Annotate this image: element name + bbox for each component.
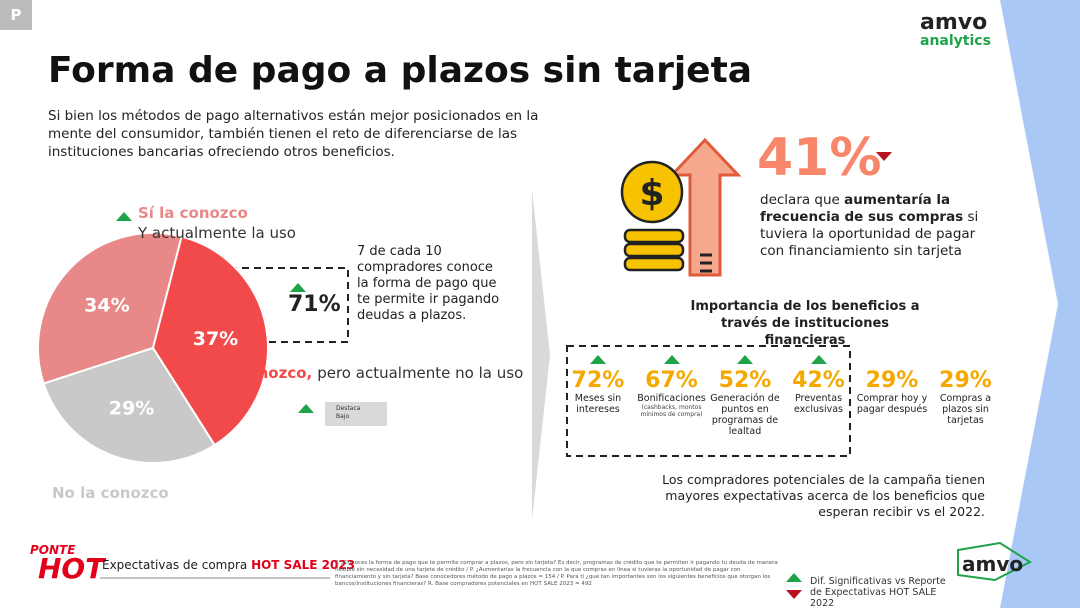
brand: HOT — [38, 552, 105, 585]
intro: Si bien los métodos de pago alternativos… — [48, 108, 539, 160]
category-label: Sí la conozco, pero actualmente no la uso — [197, 364, 524, 382]
up-marker — [737, 355, 753, 364]
benefit: 29% Compras a plazos sin tarjetas — [928, 355, 1004, 426]
benefit-value: 72% — [571, 368, 625, 393]
badge: P — [0, 0, 32, 30]
benefit: 52% Generación de puntos en programas de … — [707, 355, 783, 437]
benefits-title: Importancia de los beneficios a través d… — [690, 299, 920, 348]
legend-text: Bajo — [336, 413, 350, 420]
benefit-label: Preventas exclusivas — [794, 393, 843, 415]
benefit-value: 52% — [718, 368, 772, 393]
legend: Dif. Significativas vs Reporte de Expect… — [810, 576, 946, 608]
up-marker — [290, 283, 306, 292]
legend-box: Destaca Bajo — [336, 405, 360, 421]
benefit-label: Compras a plazos sin tarjetas — [939, 393, 992, 426]
benefit: 67% Bonificaciones (cashbacks, montos míni… — [634, 355, 710, 418]
footnote: P. ¿Conoces la forma de pago que te perm… — [335, 560, 778, 587]
slice-label: 29% — [109, 398, 154, 420]
up-marker — [298, 404, 314, 413]
category-text: Y actualmente la uso — [137, 224, 296, 242]
up-marker — [116, 212, 132, 221]
category-text: pero actualmente no la uso — [317, 364, 523, 382]
stat-text: declara que aumentaría la frecuencia de … — [760, 192, 990, 260]
svg-text:$: $ — [639, 173, 664, 214]
spacer — [928, 355, 1004, 368]
pie-chart: 34% 37% 29% Sí la conozco Y actualmente la u… — [37, 204, 524, 502]
benefit-value: 42% — [792, 368, 845, 393]
category-strong: No la conozco — [52, 484, 169, 502]
spacer — [854, 355, 930, 368]
benefit: 72% Meses sin intereses — [560, 355, 636, 415]
slice-label: 34% — [84, 295, 129, 317]
highlight-text: 7 de cada 10 compradores conoce la forma… — [357, 244, 500, 323]
conclusion: Los compradores potenciales de la campañ… — [662, 472, 985, 519]
benefit-label: Comprar hoy y pagar después — [856, 393, 928, 415]
benefit-value: 29% — [865, 368, 919, 393]
category-strong: Sí la conozco — [138, 204, 248, 222]
text: Expectativas de compra — [102, 558, 252, 572]
slice-label: 37% — [193, 328, 238, 350]
benefit: 29% Comprar hoy y pagar después — [854, 355, 930, 415]
up-marker — [663, 355, 680, 364]
benefit-label: Meses sin intereses — [574, 393, 622, 415]
up-marker — [810, 355, 827, 364]
stat-value: 41% — [757, 128, 882, 188]
text-strong: HOT SALE 2023 — [251, 558, 356, 572]
caption: Expectativas de compra HOT SALE 2023 — [102, 558, 355, 572]
down-marker — [786, 590, 802, 599]
pie-slice — [42, 346, 217, 464]
category-strong: Sí la conozco, — [197, 364, 312, 382]
legend-text: Destaca — [336, 405, 361, 412]
benefit-label: Generación de puntos en programas de lea… — [710, 393, 780, 437]
text: declara que — [760, 192, 845, 208]
benefit-value: 67% — [645, 368, 698, 393]
down-marker — [876, 152, 892, 161]
text-strong: aumentaría la frecuencia de sus compras — [760, 192, 964, 225]
benefit-note: (cashbacks, montos mínimos de compra) — [640, 404, 703, 418]
highlight-value: 71% — [288, 292, 341, 317]
pie-slice — [37, 232, 183, 385]
benefit-label: Bonificaciones — [637, 393, 706, 404]
brand: PONTE — [30, 543, 76, 557]
logo-sub: analytics — [920, 33, 991, 49]
text: si tuviera la oportunidad de pagar con f… — [760, 209, 979, 259]
logo: amvo — [920, 10, 988, 35]
benefit: 42% Preventas exclusivas — [781, 355, 857, 415]
logo: amvo — [962, 552, 1024, 576]
title: Forma de pago a plazos sin tarjeta — [48, 50, 753, 91]
benefit-value: 29% — [939, 368, 992, 393]
up-marker — [786, 573, 802, 582]
up-marker — [590, 355, 606, 364]
